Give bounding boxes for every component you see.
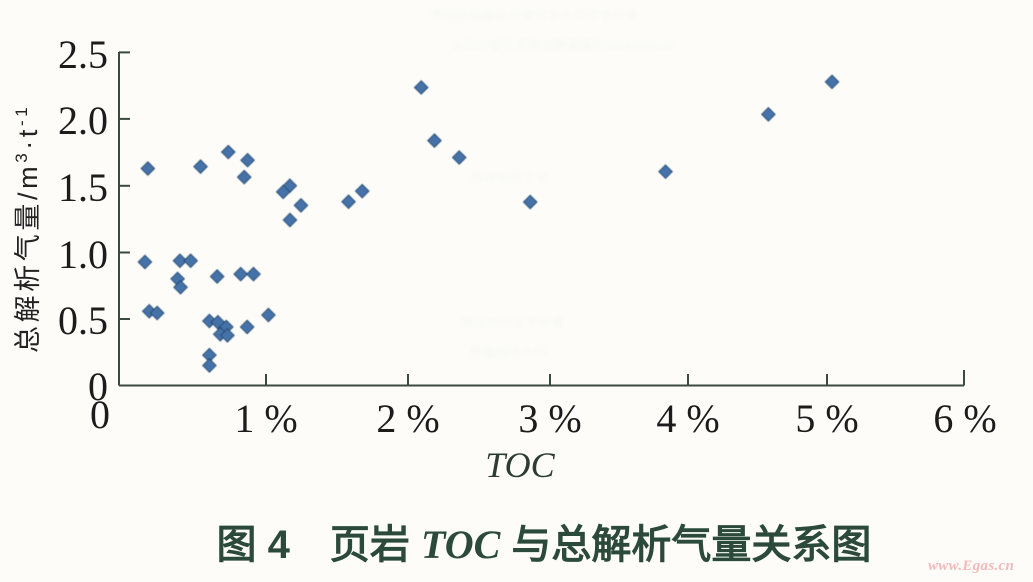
svg-text:测试水印文字示意: 测试水印文字示意 [460,315,564,330]
svg-text:1 %: 1 % [234,396,297,441]
svg-text:图 4 页岩 TOC 与总解析气量关系图: 图 4 页岩 TOC 与总解析气量关系图 [217,522,872,567]
svg-text:6 %: 6 % [933,396,996,441]
svg-text:1.5: 1.5 [58,165,108,210]
svg-text:数据报告水印: 数据报告水印 [470,345,548,360]
svg-text:2 %: 2 % [376,396,439,441]
svg-text:测试实验报告示意文字水印文字示意: 测试实验报告示意文字水印文字示意 [430,8,638,23]
svg-text:水印示意文字测试数据报告background: 水印示意文字测试数据报告background [450,38,674,53]
svg-text:0.5: 0.5 [58,298,108,343]
svg-text:4 %: 4 % [656,396,719,441]
svg-text:3 %: 3 % [518,396,581,441]
svg-text:TOC: TOC [485,445,555,485]
svg-text:测试水印文字: 测试水印文字 [470,170,548,185]
svg-text:0: 0 [90,392,110,437]
svg-text:1.0: 1.0 [58,232,108,277]
svg-text:2.5: 2.5 [58,32,108,77]
svg-text:2.0: 2.0 [58,98,108,143]
svg-text:5 %: 5 % [795,396,858,441]
